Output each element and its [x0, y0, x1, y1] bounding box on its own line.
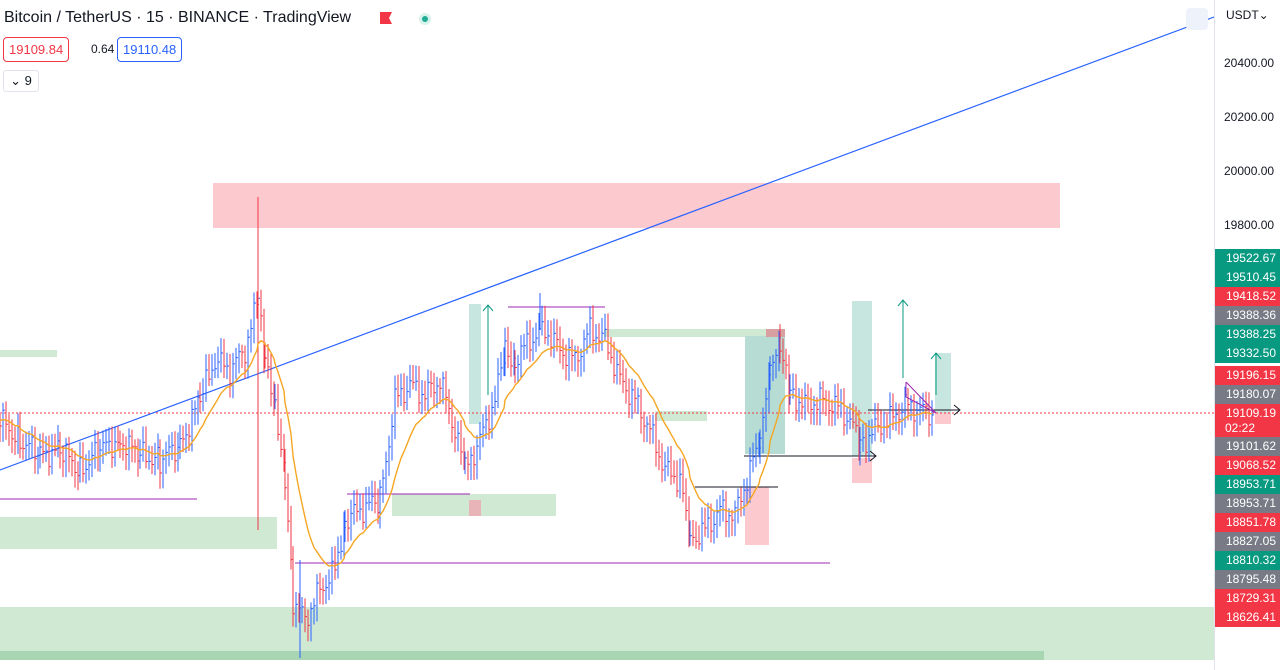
trendline[interactable] [0, 16, 1214, 471]
price-label: 18626.41 [1215, 608, 1280, 627]
price-label: 19101.62 [1215, 437, 1280, 456]
price-label: 19180.07 [1215, 385, 1280, 404]
price-label: 19332.50 [1215, 344, 1280, 363]
price-tick: 20200.00 [1224, 110, 1275, 124]
price-label: 18729.31 [1215, 589, 1280, 608]
long-position-stop-1[interactable] [469, 500, 481, 516]
arrow-head-1 [869, 450, 877, 462]
price-label: 18827.05 [1215, 532, 1280, 551]
ask-price-button[interactable]: 19110.48 [117, 37, 183, 62]
price-label: 19109.19 [1215, 404, 1280, 423]
target-arrowhead-2 [897, 299, 909, 307]
price-label: 18953.71 [1215, 475, 1280, 494]
demand-zone-bottom-strip [0, 651, 1044, 660]
demand-zone-left[interactable] [0, 517, 277, 549]
long-position-target-3[interactable] [852, 301, 872, 456]
price-label: 19068.52 [1215, 456, 1280, 475]
long-position-stop-4[interactable] [935, 413, 951, 424]
bar-countdown: 02:22 [1215, 420, 1280, 437]
settings-box-icon[interactable] [1186, 8, 1208, 30]
target-arrowhead-1 [482, 304, 494, 312]
supply-zone[interactable] [213, 183, 1060, 228]
symbol-title[interactable]: Bitcoin / TetherUS · 15 · BINANCE · Trad… [4, 9, 352, 26]
long-position-target-1[interactable] [469, 304, 481, 424]
bid-price-button[interactable]: 19109.84 [3, 37, 70, 62]
chevron-down-icon: ⌄ [10, 73, 22, 88]
triangle-pattern[interactable] [905, 381, 937, 414]
short-position-stop-2[interactable] [766, 329, 785, 337]
moving-average-line [0, 339, 933, 567]
price-label: 19510.45 [1215, 268, 1280, 287]
price-label: 19418.52 [1215, 287, 1280, 306]
price-chart[interactable] [0, 0, 1214, 670]
long-position-target-2[interactable] [745, 336, 785, 454]
market-status-icon[interactable] [419, 13, 431, 25]
demand-zone-right-2[interactable] [655, 411, 707, 421]
currency-label: USDT [1226, 8, 1259, 22]
demand-zone-left-top[interactable] [0, 350, 57, 357]
currency-select[interactable]: USDT⌄ [1226, 8, 1269, 22]
demand-zone-right[interactable] [604, 329, 784, 337]
chart-area[interactable]: Bitcoin / TetherUS · 15 · BINANCE · Trad… [0, 0, 1214, 670]
price-tick: 20400.00 [1224, 56, 1275, 70]
price-label: 18795.48 [1215, 570, 1280, 589]
price-label: 19388.25 [1215, 325, 1280, 344]
long-position-stop-3[interactable] [852, 458, 872, 483]
price-label: 18810.32 [1215, 551, 1280, 570]
price-label: 19196.15 [1215, 366, 1280, 385]
price-label: 18953.71 [1215, 494, 1280, 513]
long-position-stop-2[interactable] [745, 487, 769, 545]
price-tick: 19800.00 [1224, 218, 1275, 232]
price-label: 19522.67 [1215, 249, 1280, 268]
target-arrowhead-3 [930, 352, 942, 360]
price-label: 19388.36 [1215, 306, 1280, 325]
price-label: 18851.78 [1215, 513, 1280, 532]
indicators-toggle-button[interactable]: ⌄ 9 [3, 70, 39, 92]
flag-icon[interactable] [380, 12, 392, 24]
long-position-target-4[interactable] [935, 353, 951, 413]
indicators-count: 9 [24, 73, 32, 88]
chevron-down-icon: ⌄ [1258, 8, 1269, 22]
price-tick: 20000.00 [1224, 164, 1275, 178]
spread-value: 0.64 [86, 38, 120, 61]
arrow-head-3 [953, 404, 961, 416]
